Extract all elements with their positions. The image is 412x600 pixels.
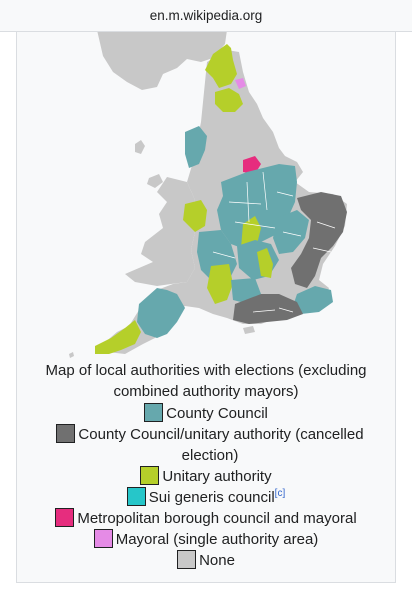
region-scilly [69, 352, 74, 358]
region-shropshire [183, 200, 207, 232]
region-kent [293, 286, 333, 314]
region-sussex-surrey [233, 294, 303, 324]
region-cumbria [185, 126, 207, 168]
region-east-anglia [291, 192, 347, 288]
region-wales [125, 177, 195, 286]
legend-item-sui-generis: Sui generis council[c] [17, 487, 395, 508]
legend-swatch [55, 508, 75, 527]
legend-item-metropolitan: Metropolitan borough council and mayoral [17, 508, 395, 529]
election-map[interactable] [17, 32, 395, 362]
region-anglesey [147, 174, 163, 188]
region-isle-of-wight [243, 326, 255, 334]
legend-label: County Council/unitary authority (cancel… [78, 426, 364, 464]
url-text: en.m.wikipedia.org [149, 8, 263, 23]
browser-url-bar[interactable]: en.m.wikipedia.org [0, 0, 412, 32]
legend-swatch [126, 487, 146, 506]
legend-item-cancelled: County Council/unitary authority (cancel… [17, 424, 395, 466]
legend-label: Mayoral (single authority area) [115, 531, 319, 548]
region-doncaster [243, 156, 261, 174]
legend-swatch [140, 466, 160, 485]
map-caption: Map of local authorities with elections … [17, 360, 395, 571]
legend-item-unitary: Unitary authority [17, 466, 395, 487]
map-figure: Map of local authorities with elections … [16, 31, 396, 583]
region-cornwall [95, 320, 141, 354]
reference-link[interactable]: [c] [274, 488, 286, 499]
region-north-tyneside [235, 78, 246, 89]
region-isle-of-man [135, 140, 145, 154]
region-durham [215, 88, 243, 112]
legend-item-none: None [17, 550, 395, 571]
region-cambs-herts [273, 210, 309, 254]
region-devon [137, 288, 185, 338]
region-scotland [97, 32, 227, 90]
legend-label: None [199, 552, 235, 569]
legend-swatch [56, 424, 76, 443]
legend-label: Metropolitan borough council and mayoral [77, 510, 357, 527]
election-map-svg [17, 32, 395, 362]
caption-title: Map of local authorities with elections … [45, 362, 367, 400]
region-wiltshire [207, 264, 233, 304]
legend-swatch [177, 550, 197, 569]
legend-label: Sui generis council [148, 489, 275, 506]
legend-swatch [93, 529, 113, 548]
map-boundaries [212, 171, 336, 313]
legend-item-mayoral: Mayoral (single authority area) [17, 529, 395, 550]
region-northumberland [205, 44, 237, 88]
legend-swatch [144, 403, 164, 422]
legend-item-county-council: County Council [17, 403, 395, 424]
legend-label: Unitary authority [162, 468, 272, 485]
legend-label: County Council [166, 405, 268, 422]
region-bucks-unitary [257, 248, 273, 278]
